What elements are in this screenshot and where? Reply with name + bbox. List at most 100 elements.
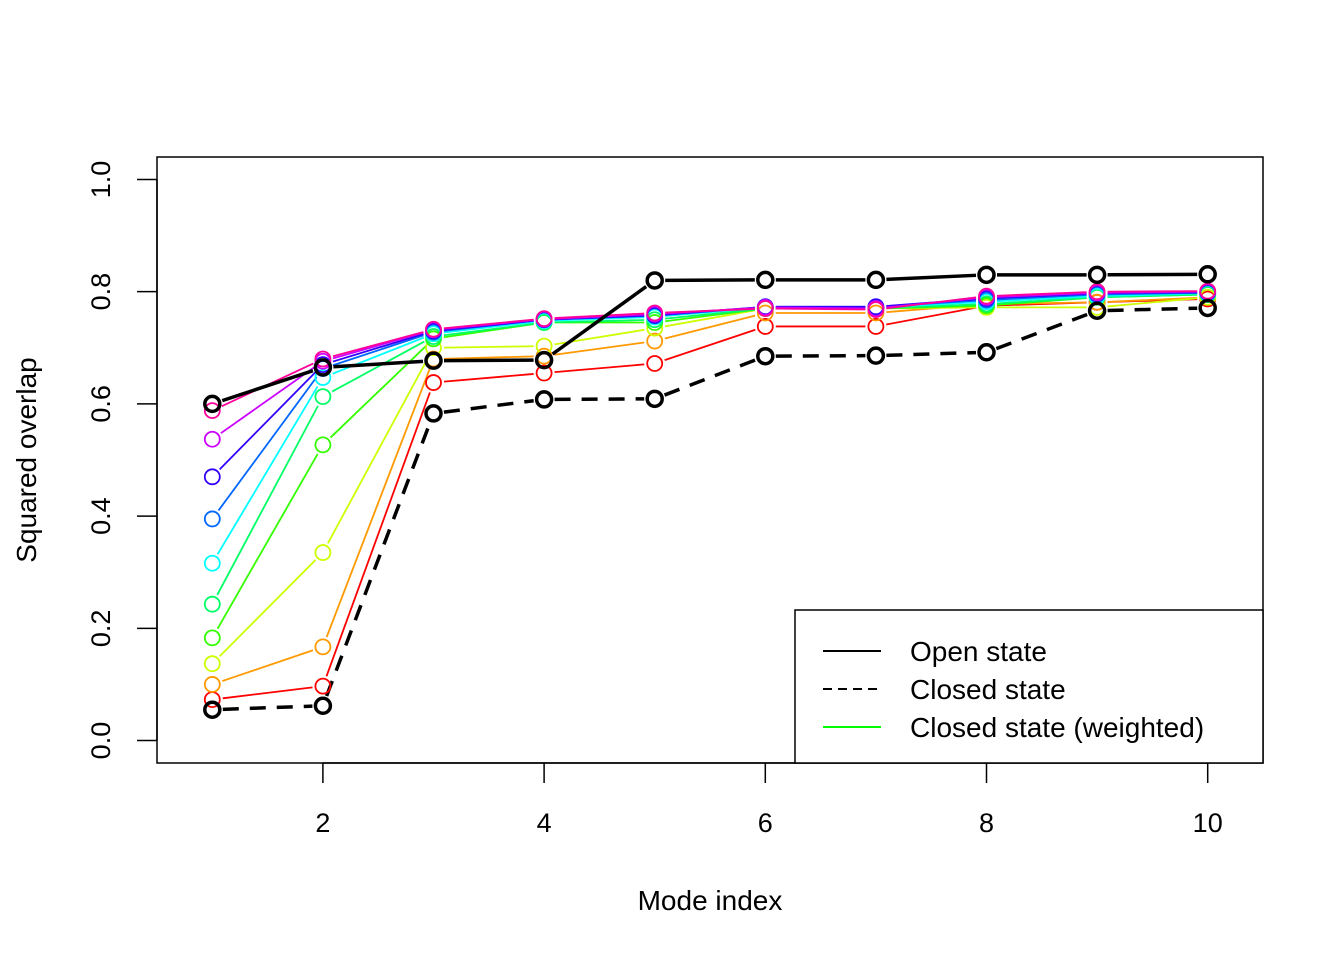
data-point (314, 436, 332, 454)
series-segment (216, 405, 319, 596)
series-segment (327, 356, 430, 544)
series-segment (329, 345, 427, 439)
legend-label: Open state (910, 636, 1047, 667)
data-point (313, 696, 333, 716)
series-segment (216, 453, 319, 630)
series-segment (332, 334, 424, 367)
data-point (314, 388, 332, 405)
data-point (756, 346, 775, 366)
legend: Open state Closed state Closed state (weig… (794, 609, 1264, 764)
y-tick-label: 0.2 (86, 610, 116, 648)
data-point (424, 351, 443, 370)
data-point (203, 402, 221, 420)
series-segment (664, 314, 756, 340)
data-point (425, 320, 442, 338)
series-segment (995, 312, 1088, 351)
data-point (977, 343, 996, 362)
data-point (1198, 265, 1217, 284)
series-segment (1107, 296, 1198, 303)
series-segment (332, 331, 424, 358)
x-tick-label: 4 (537, 808, 552, 838)
series-segment (664, 328, 756, 362)
series-segment (551, 285, 648, 356)
data-point (203, 655, 221, 673)
series-segment (996, 297, 1087, 305)
data-point (645, 389, 664, 409)
y-tick-label: 0.0 (86, 722, 116, 760)
data-point (756, 270, 775, 290)
y-axis: 0.0 0.2 0.4 0.6 0.8 1.0 (86, 161, 158, 760)
data-point (756, 318, 774, 335)
series-segment (554, 341, 645, 356)
series-segment (665, 308, 755, 314)
series-segment (331, 340, 425, 393)
data-point (314, 350, 332, 368)
series-segment (443, 373, 534, 383)
data-point (646, 304, 664, 322)
x-axis-title: Mode index (638, 885, 783, 916)
y-tick-label: 0.6 (86, 385, 116, 423)
series-segment (325, 392, 431, 677)
data-point (534, 350, 554, 370)
series-segment (221, 369, 314, 403)
data-point (1088, 283, 1106, 301)
data-point (313, 358, 333, 377)
series-segment (325, 368, 431, 638)
series-segment (443, 345, 534, 349)
data-point (645, 271, 664, 290)
data-point (535, 364, 553, 382)
series-segment (443, 318, 534, 330)
data-point (977, 265, 996, 285)
data-point (535, 310, 553, 328)
data-point (203, 430, 221, 448)
series-segment (665, 308, 755, 320)
data-point (203, 700, 222, 719)
series-points (203, 265, 1217, 719)
x-tick-label: 10 (1193, 808, 1223, 838)
data-point (867, 318, 885, 335)
y-tick-label: 0.8 (86, 273, 116, 311)
data-point (425, 374, 442, 391)
y-tick-label: 0.4 (86, 497, 116, 535)
data-point (1199, 282, 1217, 300)
x-tick-label: 8 (979, 808, 994, 838)
series-segment (886, 350, 977, 358)
series-segment (996, 295, 1087, 303)
data-point (867, 301, 885, 319)
series-segment (222, 686, 313, 700)
data-point (203, 554, 221, 572)
series-segment (324, 422, 432, 697)
series-lines (216, 272, 1198, 712)
y-tick-label: 1.0 (86, 161, 116, 199)
series-segment (996, 291, 1087, 297)
data-point (203, 394, 222, 414)
series-segment (443, 355, 534, 360)
data-point (203, 676, 221, 693)
series-segment (332, 331, 424, 360)
data-point (314, 369, 332, 386)
series-segment (996, 292, 1087, 298)
data-point (203, 510, 221, 528)
series-segment (886, 306, 977, 326)
data-point (203, 595, 221, 613)
series-segment (443, 322, 534, 337)
data-point (1088, 293, 1106, 311)
data-point (424, 404, 443, 423)
data-point (1087, 265, 1107, 285)
series-segment (664, 309, 756, 328)
data-point (756, 300, 774, 317)
data-point (866, 270, 886, 290)
series-segment (1107, 293, 1198, 298)
series-segment (663, 358, 757, 397)
series-segment (221, 649, 314, 682)
legend-label: Closed state (910, 674, 1066, 705)
data-point (866, 346, 886, 365)
series-segment (886, 296, 977, 310)
data-point (314, 544, 332, 561)
series-segment (775, 306, 866, 310)
series-segment (332, 333, 424, 363)
series-segment (220, 366, 315, 434)
series-segment (216, 386, 319, 555)
series-segment (1107, 297, 1198, 308)
